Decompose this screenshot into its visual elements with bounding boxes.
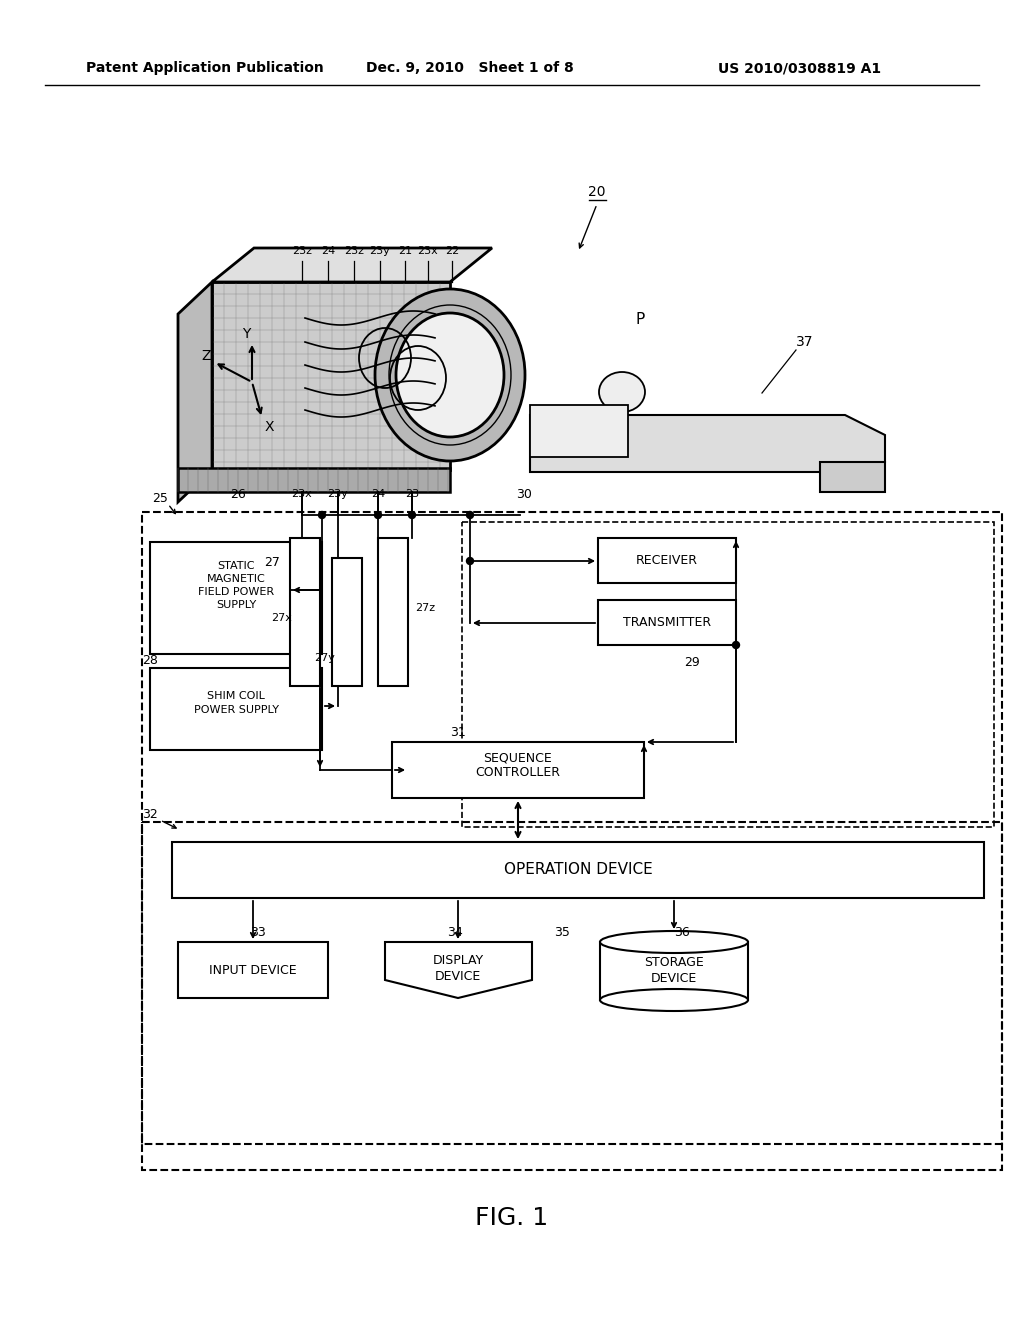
Text: 29: 29	[684, 656, 699, 668]
Text: TRANSMITTER: TRANSMITTER	[623, 616, 711, 630]
Ellipse shape	[396, 313, 504, 437]
Bar	[530, 405, 628, 457]
Bar	[392, 742, 644, 799]
Ellipse shape	[600, 931, 748, 953]
Bar	[598, 601, 736, 645]
Text: 23y: 23y	[370, 246, 390, 256]
Text: 26: 26	[230, 487, 246, 500]
Text: 21: 21	[398, 246, 412, 256]
Text: SUPPLY: SUPPLY	[216, 601, 256, 610]
Text: SEQUENCE: SEQUENCE	[483, 751, 552, 764]
Text: P: P	[635, 313, 645, 327]
Bar	[332, 558, 362, 686]
Text: OPERATION DEVICE: OPERATION DEVICE	[504, 862, 652, 878]
Text: 33: 33	[250, 925, 266, 939]
Bar	[150, 668, 322, 750]
Bar	[150, 543, 322, 653]
Text: SHIM COIL: SHIM COIL	[207, 690, 265, 701]
Circle shape	[732, 642, 739, 648]
Text: 28: 28	[142, 653, 158, 667]
Polygon shape	[385, 942, 532, 998]
Bar	[598, 539, 736, 583]
Bar	[172, 842, 984, 898]
Circle shape	[467, 511, 473, 519]
Text: 23z: 23z	[344, 246, 364, 256]
Polygon shape	[212, 248, 492, 282]
Bar	[178, 942, 328, 998]
Text: Dec. 9, 2010   Sheet 1 of 8: Dec. 9, 2010 Sheet 1 of 8	[367, 61, 573, 75]
Bar	[378, 539, 408, 686]
Text: 23y: 23y	[328, 488, 348, 499]
Text: DEVICE: DEVICE	[435, 969, 481, 982]
Text: 22: 22	[444, 246, 459, 256]
Text: 24: 24	[371, 488, 385, 499]
Text: 27: 27	[264, 556, 280, 569]
Bar	[290, 539, 319, 686]
Text: Z: Z	[202, 348, 211, 363]
Text: 31: 31	[451, 726, 466, 738]
Text: US 2010/0308819 A1: US 2010/0308819 A1	[719, 61, 882, 75]
Text: 23z: 23z	[292, 246, 312, 256]
Text: 27z: 27z	[415, 603, 435, 612]
Text: 20: 20	[588, 185, 606, 199]
Ellipse shape	[375, 289, 525, 461]
Bar	[142, 512, 1002, 1170]
Bar	[462, 521, 994, 828]
Text: 35: 35	[554, 925, 570, 939]
Ellipse shape	[599, 372, 645, 412]
Text: 23x: 23x	[418, 246, 438, 256]
Text: POWER SUPPLY: POWER SUPPLY	[194, 705, 279, 715]
Text: 24: 24	[321, 246, 335, 256]
Text: INPUT DEVICE: INPUT DEVICE	[209, 964, 297, 977]
Circle shape	[318, 511, 326, 519]
Bar	[820, 462, 885, 492]
Text: CONTROLLER: CONTROLLER	[475, 767, 560, 780]
Text: 30: 30	[516, 487, 531, 500]
Text: FIELD POWER: FIELD POWER	[198, 587, 274, 597]
Text: 27y: 27y	[314, 653, 336, 663]
Text: Patent Application Publication: Patent Application Publication	[86, 61, 324, 75]
Text: 27x: 27x	[271, 612, 293, 623]
Circle shape	[409, 511, 416, 519]
Bar	[600, 942, 748, 1001]
Ellipse shape	[600, 989, 748, 1011]
Text: 37: 37	[797, 335, 814, 348]
Text: 36: 36	[674, 925, 690, 939]
Text: FIG. 1: FIG. 1	[475, 1206, 549, 1230]
Text: X: X	[264, 420, 273, 434]
Text: 34: 34	[447, 925, 463, 939]
Text: 23: 23	[404, 488, 419, 499]
Text: DISPLAY: DISPLAY	[432, 953, 483, 966]
Polygon shape	[530, 414, 885, 473]
Text: STORAGE: STORAGE	[644, 957, 703, 969]
Text: MAGNETIC: MAGNETIC	[207, 574, 265, 583]
Text: STATIC: STATIC	[217, 561, 255, 572]
Text: 25: 25	[152, 491, 168, 504]
Text: Y: Y	[242, 327, 250, 341]
Bar	[212, 282, 450, 470]
Text: RECEIVER: RECEIVER	[636, 554, 698, 568]
Bar	[178, 469, 450, 492]
Circle shape	[467, 557, 473, 565]
Text: 23x: 23x	[292, 488, 312, 499]
Bar	[142, 822, 1002, 1144]
Circle shape	[375, 511, 382, 519]
Polygon shape	[178, 282, 212, 502]
Text: DEVICE: DEVICE	[651, 972, 697, 985]
Text: 32: 32	[142, 808, 158, 821]
